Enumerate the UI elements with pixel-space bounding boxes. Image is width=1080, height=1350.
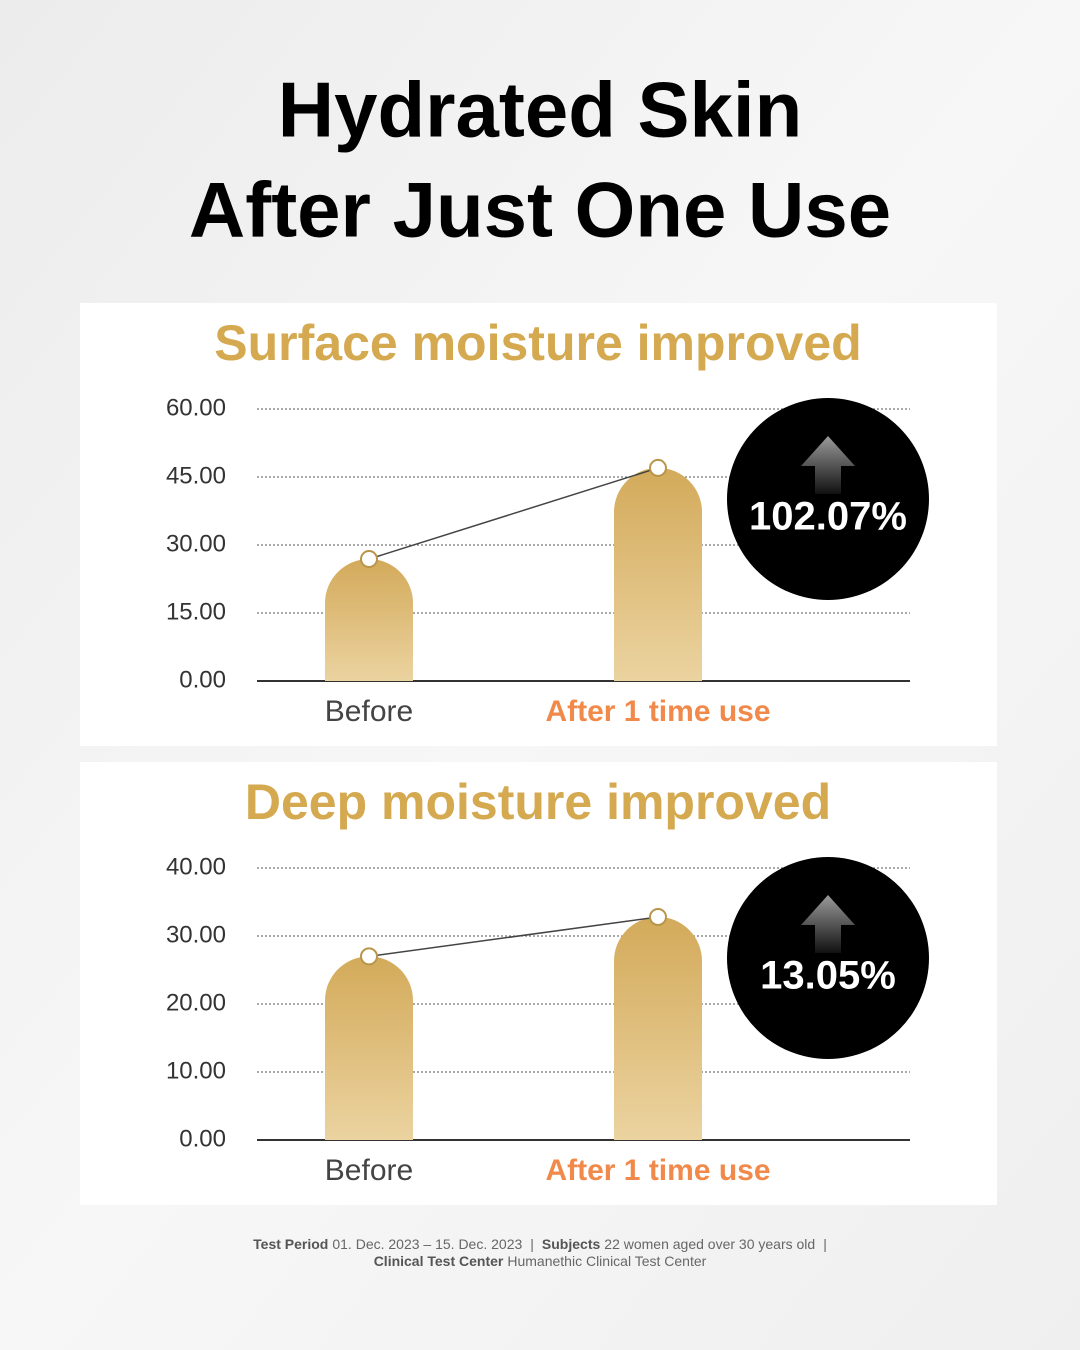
y-tick-label: 20.00 (166, 989, 226, 1016)
footnote-text: 01. Dec. 2023 – 15. Dec. 2023 (332, 1236, 522, 1252)
footnote-text: Humanethic Clinical Test Center (507, 1253, 706, 1269)
x-tick-label: Before (325, 695, 413, 728)
footnote-label: Subjects (542, 1236, 601, 1252)
point-marker (360, 947, 378, 966)
y-tick-label: 0.00 (179, 666, 226, 693)
trend-line (368, 467, 659, 560)
point-marker (360, 550, 378, 569)
badge (727, 398, 929, 600)
y-tick-label: 30.00 (166, 921, 226, 948)
bar (325, 956, 413, 1140)
footnote-label: Test Period (253, 1236, 328, 1252)
chart-title: Surface moisture improved (214, 315, 861, 371)
footnote-text: 22 women aged over 30 years old (604, 1236, 815, 1252)
title-line: After Just One Use (189, 166, 891, 254)
y-tick-label: 0.00 (179, 1125, 226, 1152)
separator: | (530, 1236, 534, 1252)
y-tick-label: 15.00 (166, 598, 226, 625)
badge-value: 102.07% (749, 495, 907, 539)
point-marker (649, 907, 667, 926)
footnote: Clinical Test Center Humanethic Clinical … (374, 1253, 707, 1269)
bar (614, 916, 702, 1140)
y-tick-label: 60.00 (166, 394, 226, 421)
title-line: Hydrated Skin (278, 66, 802, 154)
bar (325, 559, 413, 681)
up-arrow (801, 436, 855, 494)
footnote-label: Clinical Test Center (374, 1253, 504, 1269)
badge (727, 857, 929, 1059)
up-arrow (801, 895, 855, 953)
separator: | (823, 1236, 827, 1252)
y-tick-label: 10.00 (166, 1057, 226, 1084)
y-tick-label: 40.00 (166, 853, 226, 880)
y-tick-label: 45.00 (166, 462, 226, 489)
x-tick-label: After 1 time use (545, 695, 770, 728)
y-tick-label: 30.00 (166, 530, 226, 557)
chart-title: Deep moisture improved (245, 774, 831, 830)
x-tick-label: After 1 time use (545, 1154, 770, 1187)
trend-line (368, 916, 659, 958)
bar (614, 467, 702, 681)
badge-value: 13.05% (760, 954, 896, 998)
footnote: Test Period 01. Dec. 2023 – 15. Dec. 2023… (253, 1236, 827, 1252)
x-tick-label: Before (325, 1154, 413, 1187)
point-marker (649, 458, 667, 477)
